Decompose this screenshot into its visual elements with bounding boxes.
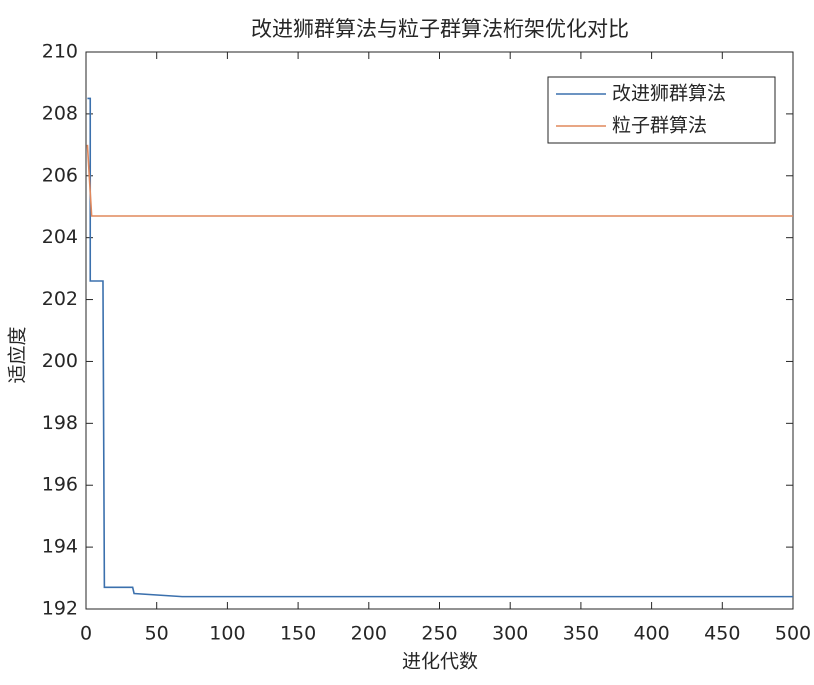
y-tick-label: 200 xyxy=(42,350,78,372)
legend-box xyxy=(547,76,776,144)
legend-label: 改进狮群算法 xyxy=(612,83,726,105)
y-tick-label: 202 xyxy=(42,288,78,310)
y-tick-label: 206 xyxy=(42,164,78,186)
x-tick-label: 150 xyxy=(280,623,316,645)
x-tick-label: 250 xyxy=(421,623,457,645)
y-tick-label: 204 xyxy=(42,226,78,248)
x-tick-label: 100 xyxy=(209,623,245,645)
x-tick-label: 0 xyxy=(80,623,92,645)
x-tick-label: 350 xyxy=(563,623,599,645)
x-tick-label: 50 xyxy=(145,623,169,645)
x-axis-label: 进化代数 xyxy=(402,651,478,673)
y-tick-label: 208 xyxy=(42,102,78,124)
x-tick-label: 450 xyxy=(704,623,740,645)
y-tick-label: 198 xyxy=(42,412,78,434)
series-line xyxy=(87,97,793,598)
legend-label: 粒子群算法 xyxy=(612,115,707,137)
y-tick-label: 196 xyxy=(42,474,78,496)
y-tick-label: 210 xyxy=(42,41,78,63)
x-tick-label: 500 xyxy=(775,623,811,645)
chart-title: 改进狮群算法与粒子群算法桁架优化对比 xyxy=(251,17,629,41)
series-line xyxy=(86,144,793,217)
x-tick-label: 200 xyxy=(351,623,387,645)
x-tick-label: 400 xyxy=(633,623,669,645)
x-tick-label: 300 xyxy=(492,623,528,645)
y-axis-label: 适应度 xyxy=(7,326,29,383)
y-tick-label: 192 xyxy=(42,598,78,620)
y-tick-label: 194 xyxy=(42,536,78,558)
